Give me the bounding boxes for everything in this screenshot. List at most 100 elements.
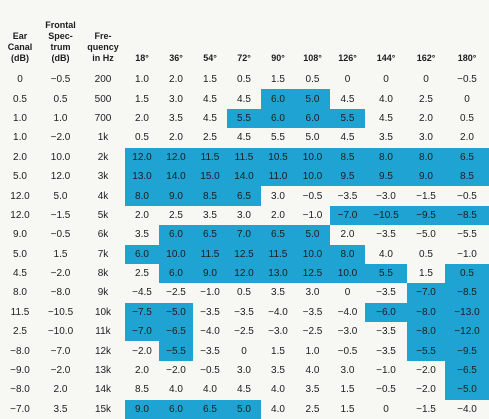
cell-72: 0.5 [237, 287, 251, 299]
cell-72: 6.5 [227, 186, 261, 206]
cell-18: 2.0 [135, 209, 149, 221]
table-row: 4.5 −2.0 8k 2.5 6.0 9.0 12.0 13.0 12.5 10.0 5.5 1.5… [0, 263, 489, 284]
cell-36: −2.0 [166, 365, 186, 377]
cell-54: 8.5 [193, 186, 227, 206]
cell-90: 13.0 [261, 263, 295, 284]
cell-54: −3.5 [200, 345, 220, 357]
cell-144: −3.5 [376, 345, 396, 357]
table-row: 11.5 −10.5 10k −7.5 −5.0 −3.5 −3.5 −4.0 −3.5 −4.0… [0, 302, 489, 323]
cell-ear-canal: 5.0 [13, 248, 27, 260]
cell-frequency: 6k [97, 229, 109, 241]
cell-90: 6.5 [261, 225, 295, 245]
cell-144: −1.0 [376, 365, 396, 377]
cell-144: 0 [383, 74, 389, 86]
cell-18: 2.5 [135, 268, 149, 280]
cell-144: 5.5 [365, 263, 407, 284]
cell-72: 5.5 [227, 108, 261, 129]
cell-180: −4.0 [457, 403, 477, 415]
cell-36: 6.0 [159, 225, 193, 245]
cell-90: 11.5 [261, 244, 295, 264]
cell-18: 3.5 [135, 229, 149, 241]
cell-126: 3.0 [340, 365, 355, 377]
cell-180: −5.0 [445, 380, 489, 400]
cell-144: 8.0 [365, 147, 407, 167]
table-row: 2.5 −10.0 11k −7.0 −6.5 −4.0 −2.5 −3.0 −2.5 −3.0 −… [0, 322, 489, 342]
cell-frontal-spectrum: −8.0 [50, 287, 71, 299]
table-row: 8.0 −8.0 9k −4.5 −2.5 −1.0 0.5 3.5 3.0 0 −3.5 −7.0−… [0, 283, 489, 303]
cell-108: 12.5 [295, 263, 330, 284]
cell-18: 8.0 [125, 186, 159, 206]
cell-162: −1.5 [416, 403, 436, 415]
cell-ear-canal: −9.0 [10, 365, 30, 377]
cell-90: 11.0 [261, 166, 295, 187]
cell-frontal-spectrum: 3.5 [53, 403, 68, 415]
table-row: 5.0 1.5 7k 6.0 10.0 11.5 12.5 11.5 10.0 8.0 4.0 0.5… [0, 244, 489, 264]
cell-144: −3.5 [376, 229, 396, 241]
cell-108: 6.0 [295, 108, 330, 129]
cell-72: −2.5 [234, 326, 254, 338]
cell-162: 2.5 [419, 93, 433, 105]
cell-126: 4.5 [340, 93, 355, 105]
col-header-18: 18° [135, 53, 149, 63]
cell-ear-canal: −7.0 [10, 403, 30, 415]
cell-36: 2.5 [169, 209, 183, 221]
cell-36: 12.0 [159, 147, 193, 167]
cell-frontal-spectrum: −1.5 [50, 209, 71, 221]
cell-90: 6.0 [261, 89, 295, 109]
cell-54: 4.5 [203, 93, 217, 105]
cell-162: −5.5 [407, 341, 445, 361]
cell-144: −0.5 [376, 384, 396, 396]
cell-72: 4.5 [237, 384, 251, 396]
cell-90: −3.0 [268, 326, 288, 338]
cell-108: −0.5 [302, 190, 323, 202]
cell-108: 2.5 [305, 403, 320, 415]
cell-144: 3.5 [379, 132, 393, 144]
cell-162: −1.5 [416, 190, 436, 202]
cell-ear-canal: 4.5 [13, 268, 27, 280]
cell-72: 12.5 [227, 244, 261, 264]
cell-126: −3.5 [337, 190, 358, 202]
cell-ear-canal: 2.5 [13, 326, 27, 338]
cell-18: 2.0 [135, 365, 149, 377]
cell-180: −6.5 [445, 360, 489, 381]
cell-54: 11.5 [193, 244, 227, 264]
cell-frontal-spectrum: −2.0 [50, 132, 71, 144]
cell-frontal-spectrum: 12.0 [50, 171, 71, 183]
col-header-108: 108° [303, 53, 322, 63]
table-row: 0 −0.5 200 1.0 2.0 1.5 0.5 1.5 0.5 0 0 0 −0.5 [0, 70, 489, 89]
cell-54: 15.0 [193, 166, 227, 187]
cell-162: 1.5 [419, 268, 433, 280]
cell-frontal-spectrum: −2.0 [50, 365, 71, 377]
table-row: 1.0 1.0 700 2.0 3.5 4.5 5.5 6.0 6.0 5.5 4.5 2.0 0.5 [0, 108, 489, 129]
cell-72: 4.5 [237, 132, 251, 144]
cell-frequency: 1k [97, 132, 109, 144]
cell-frequency: 200 [94, 74, 112, 86]
cell-frequency: 9k [97, 287, 109, 299]
cell-54: 4.0 [203, 384, 217, 396]
cell-90: 3.0 [271, 190, 285, 202]
cell-36: −5.0 [159, 302, 193, 323]
cell-162: −2.0 [416, 365, 436, 377]
cell-72: 4.5 [237, 93, 251, 105]
cell-108: 5.0 [295, 89, 330, 109]
cell-180: −12.0 [445, 322, 489, 342]
cell-54: −3.5 [200, 306, 220, 318]
cell-frequency: 8k [97, 268, 109, 280]
cell-108: 4.0 [305, 365, 320, 377]
cell-126: 8.0 [330, 244, 365, 264]
cell-36: 9.0 [159, 186, 193, 206]
col-header-frequency: Fre-quency in Hz [87, 31, 119, 63]
cell-108: −2.5 [302, 326, 323, 338]
col-header-ear-canal: Ear Canal (dB) [7, 31, 33, 63]
cell-36: −5.5 [159, 341, 193, 361]
cell-ear-canal: 12.0 [10, 190, 30, 202]
cell-ear-canal: −8.0 [10, 345, 30, 357]
cell-162: 8.0 [407, 147, 445, 167]
cell-162: −8.0 [407, 322, 445, 342]
cell-frequency: 10k [94, 306, 112, 318]
cell-18: 13.0 [125, 166, 159, 187]
cell-72: −3.5 [234, 306, 254, 318]
cell-126: 1.5 [340, 403, 355, 415]
cell-144: −3.5 [376, 287, 396, 299]
cell-ear-canal: 2.0 [13, 151, 27, 163]
